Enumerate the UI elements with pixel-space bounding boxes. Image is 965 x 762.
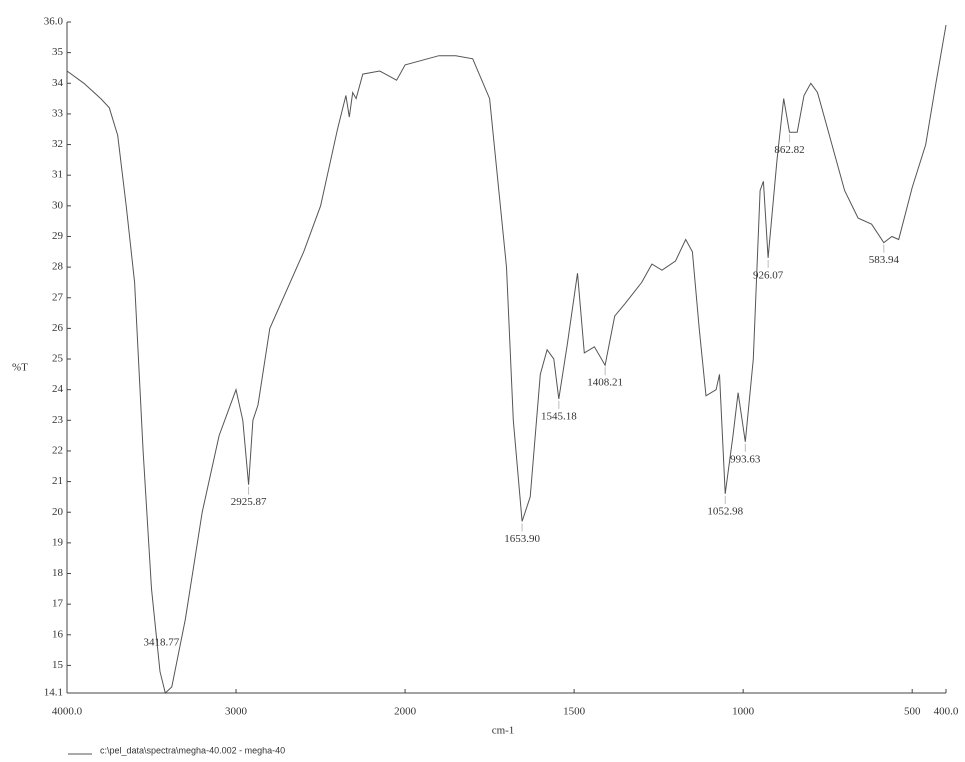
- x-tick-label: 500: [904, 706, 921, 718]
- y-tick-label: 16: [52, 628, 64, 640]
- y-axis-label: %T: [12, 362, 28, 374]
- y-tick-label: 18: [52, 567, 64, 579]
- x-tick-label: 1500: [563, 706, 586, 718]
- y-tick-label: 26: [52, 322, 64, 334]
- y-tick-label: 32: [52, 138, 63, 150]
- y-tick-label: 24: [52, 383, 64, 395]
- y-tick-label: 34: [52, 77, 64, 89]
- peak-label: 993.63: [730, 453, 761, 465]
- peak-label: 1653.90: [504, 533, 540, 545]
- x-tick-label: 2000: [394, 706, 417, 718]
- legend-label: c:\pel_data\spectra\megha-40.002 - megha…: [100, 745, 285, 755]
- peak-label: 1545.18: [541, 410, 577, 422]
- x-tick-label: 4000.0: [52, 706, 83, 718]
- y-tick-label: 19: [52, 536, 64, 548]
- x-axis-label: cm-1: [492, 725, 515, 737]
- peak-label: 1408.21: [587, 377, 623, 389]
- y-tick-label: 27: [52, 291, 64, 303]
- y-tick-label: 14.1: [44, 687, 63, 699]
- x-tick-label: 400.0: [934, 706, 959, 718]
- y-tick-label: 17: [52, 598, 64, 610]
- y-tick-label: 25: [52, 353, 64, 365]
- y-tick-label: 33: [52, 107, 64, 119]
- y-tick-label: 23: [52, 414, 64, 426]
- y-tick-label: 22: [52, 444, 63, 456]
- y-tick-label: 21: [52, 475, 63, 487]
- y-tick-label: 35: [52, 46, 64, 58]
- y-tick-label: 15: [52, 659, 64, 671]
- y-tick-label: 36.0: [44, 16, 64, 28]
- peak-label: 926.07: [753, 269, 784, 281]
- x-tick-label: 1000: [732, 706, 755, 718]
- peak-label: 862.82: [774, 144, 804, 156]
- x-tick-label: 3000: [225, 706, 248, 718]
- peak-label: 1052.98: [707, 505, 743, 517]
- y-tick-label: 31: [52, 169, 63, 181]
- y-tick-label: 29: [52, 230, 64, 242]
- peak-label: 583.94: [869, 254, 900, 266]
- peak-label: 2925.87: [231, 496, 267, 508]
- peak-label: 3418.77: [144, 637, 180, 649]
- y-tick-label: 30: [52, 199, 64, 211]
- y-tick-label: 28: [52, 261, 64, 273]
- spectrum-line: [66, 25, 947, 694]
- y-tick-label: 20: [52, 506, 64, 518]
